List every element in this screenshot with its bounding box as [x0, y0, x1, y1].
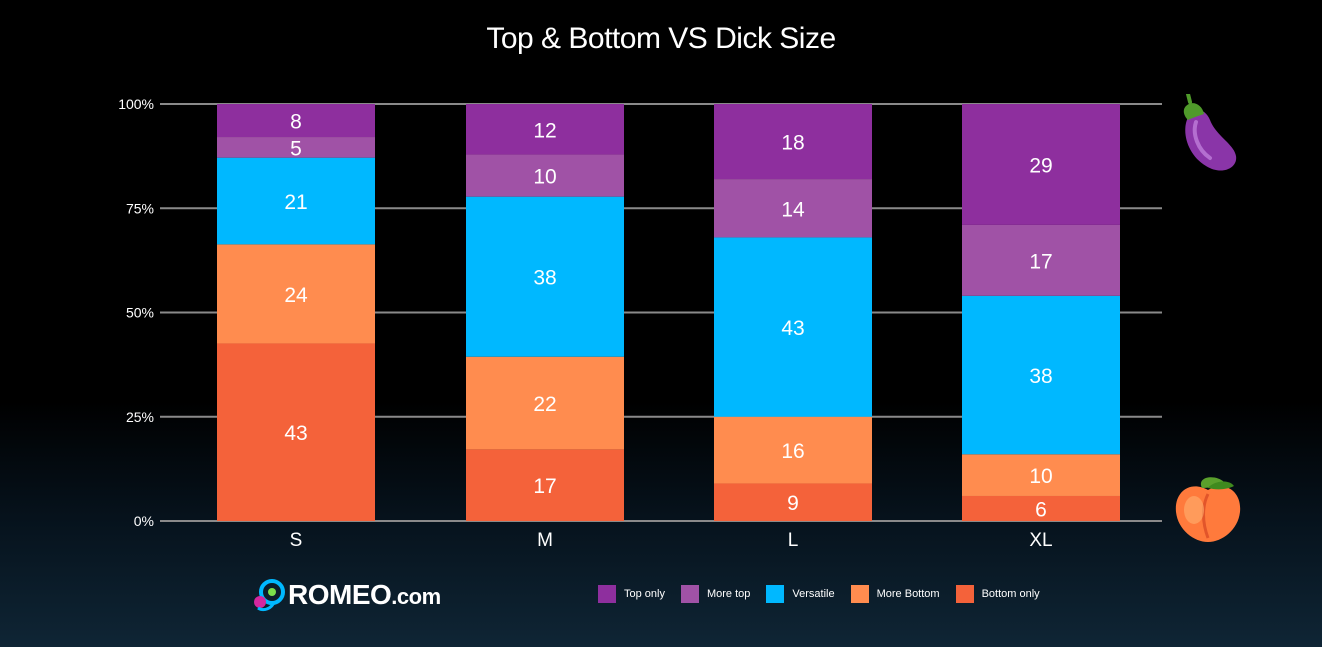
bar-segment-more_bottom — [466, 356, 624, 450]
bar-segment-more_top — [714, 179, 872, 238]
romeo-logo-brand: ROMEO — [288, 579, 392, 610]
data-label: 38 — [1029, 365, 1052, 388]
x-tick-label: S — [290, 530, 303, 551]
legend-item-top_only: Top only — [598, 585, 665, 603]
chart-title: Top & Bottom VS Dick Size — [486, 22, 836, 55]
legend-swatch — [680, 585, 699, 603]
y-axis-ticks: 0% 25% 50% 75% 100% — [118, 96, 154, 529]
bar-segment-more_top — [217, 137, 375, 158]
data-label: 43 — [284, 422, 307, 445]
romeo-logo-text: ROMEO.com — [288, 579, 441, 611]
bar-XL: 6 10 38 17 29 — [962, 104, 1120, 521]
y-tick-label: 50% — [126, 305, 154, 321]
x-tick-label: M — [537, 530, 553, 551]
legend-item-more_top: More top — [680, 585, 751, 603]
bar-segment-top_only — [217, 104, 375, 138]
bar-segment-versatile — [714, 237, 872, 417]
peach-icon — [1175, 477, 1241, 542]
data-label: 16 — [781, 440, 804, 463]
legend-label: Versatile — [792, 588, 835, 600]
bar-segment-top_only — [466, 104, 624, 155]
data-label: 10 — [1029, 465, 1052, 488]
legend-label: More top — [706, 588, 751, 600]
data-label: 38 — [533, 267, 556, 290]
data-label: 5 — [290, 137, 302, 160]
data-label: 14 — [781, 198, 805, 221]
x-tick-label: XL — [1029, 530, 1052, 551]
bar-segment-versatile — [962, 295, 1120, 455]
bar-segment-more_bottom — [714, 416, 872, 484]
romeo-logo-icon — [254, 579, 285, 612]
legend: Top only More top Versatile More Bottom Bott… — [598, 585, 1046, 603]
eggplant-icon — [1183, 94, 1237, 171]
legend-item-bottom_only: Bottom only — [955, 585, 1040, 603]
y-tick-label: 25% — [126, 409, 154, 425]
legend-swatch — [598, 585, 616, 603]
bar-segment-bottom_only — [466, 449, 624, 521]
bar-segment-top_only — [962, 104, 1120, 225]
data-label: 6 — [1035, 498, 1047, 521]
romeo-logo-suffix: .com — [391, 584, 441, 609]
bar-segment-top_only — [714, 104, 872, 180]
legend-swatch — [766, 585, 785, 603]
data-label: 9 — [787, 492, 799, 515]
data-label: 10 — [533, 166, 556, 189]
bar-groups: 43 24 21 5 8 17 22 38 10 12 9 16 43 14 18 6 10 38 17 29 — [217, 104, 1120, 521]
bar-segment-versatile — [217, 157, 375, 245]
x-axis-ticks: S M L XL — [290, 530, 1053, 551]
data-label: 29 — [1029, 154, 1052, 177]
data-label: 18 — [781, 132, 804, 155]
bar-segment-bottom_only — [217, 343, 375, 521]
data-label: 17 — [533, 475, 556, 498]
bar-M: 17 22 38 10 12 — [466, 104, 624, 521]
bar-segment-more_bottom — [962, 454, 1120, 496]
bar-segment-more_top — [962, 224, 1120, 296]
legend-label: More Bottom — [876, 588, 940, 600]
legend-label: Top only — [624, 588, 665, 600]
data-label: 22 — [533, 393, 556, 416]
bar-segment-more_top — [466, 154, 624, 197]
romeo-logo: ROMEO.com — [250, 578, 441, 612]
data-label: 24 — [284, 284, 308, 307]
legend-item-more_bottom: More Bottom — [850, 585, 940, 603]
x-tick-label: L — [788, 530, 799, 551]
y-tick-label: 75% — [126, 200, 154, 216]
bar-L: 9 16 43 14 18 — [714, 104, 872, 521]
bar-segment-bottom_only — [714, 483, 872, 521]
bar-segment-versatile — [466, 196, 624, 357]
legend-label: Bottom only — [981, 588, 1040, 600]
y-tick-label: 100% — [118, 96, 154, 112]
data-label: 17 — [1029, 250, 1052, 273]
bar-segment-bottom_only — [962, 495, 1120, 521]
data-label: 12 — [533, 119, 556, 142]
legend-swatch — [955, 585, 974, 603]
legend-swatch — [850, 585, 869, 603]
y-tick-label: 0% — [134, 513, 154, 529]
bar-segment-more_bottom — [217, 244, 375, 344]
data-label: 43 — [781, 317, 804, 340]
data-label: 8 — [290, 111, 302, 134]
data-label: 21 — [284, 191, 307, 214]
legend-item-versatile: Versatile — [766, 585, 835, 603]
bar-S: 43 24 21 5 8 — [217, 104, 375, 521]
